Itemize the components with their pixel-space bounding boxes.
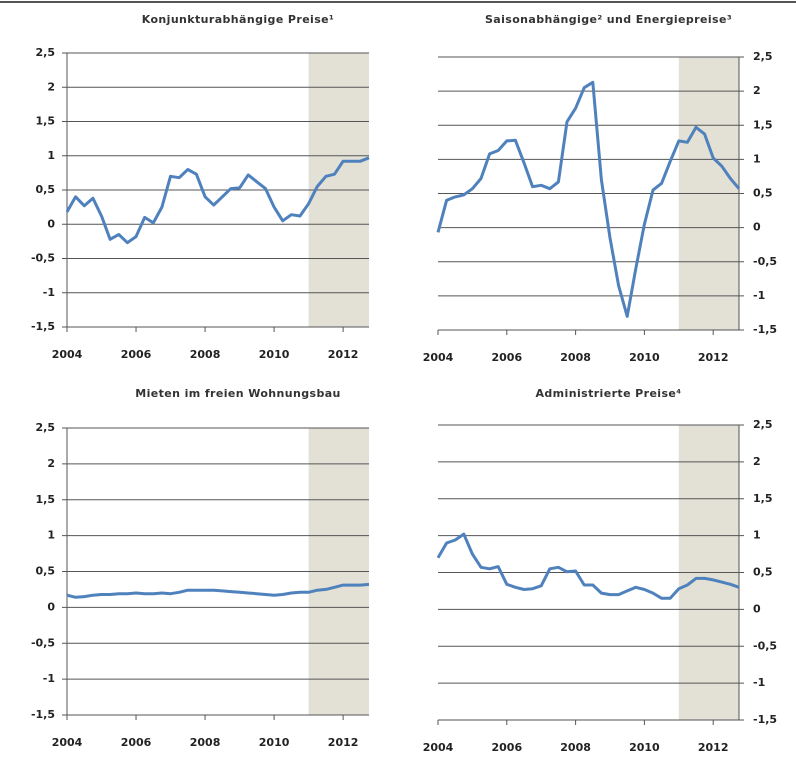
y-tick-label: 0,5 bbox=[753, 187, 773, 200]
chart-title: Konjunkturabhängige Preise¹ bbox=[142, 13, 335, 26]
y-tick-label: 0 bbox=[753, 602, 761, 615]
x-tick-label: 2004 bbox=[423, 741, 454, 754]
data-line bbox=[436, 80, 741, 318]
y-tick-label: 1 bbox=[47, 529, 55, 542]
y-tick-label: -0,5 bbox=[753, 639, 777, 652]
y-tick-label: 2 bbox=[47, 80, 55, 93]
y-tick-label: 2,5 bbox=[36, 421, 56, 434]
y-tick-label: 2,5 bbox=[753, 418, 773, 431]
y-tick-label: 2,5 bbox=[36, 46, 56, 59]
x-tick-label: 2012 bbox=[698, 351, 729, 364]
x-tick-label: 2010 bbox=[259, 348, 290, 361]
x-tick-label: 2006 bbox=[121, 348, 152, 361]
y-tick-label: -1,5 bbox=[753, 323, 777, 336]
chart-title: Administrierte Preise⁴ bbox=[536, 387, 682, 400]
y-tick-label: 2 bbox=[753, 455, 761, 468]
y-tick-label: -0,5 bbox=[753, 255, 777, 268]
x-tick-label: 2006 bbox=[491, 741, 522, 754]
x-tick-label: 2004 bbox=[52, 736, 83, 749]
chart-title: Saisonabhängige² und Energiepreise³ bbox=[485, 13, 732, 26]
data-line bbox=[436, 532, 740, 600]
y-tick-label: 1,5 bbox=[36, 115, 56, 128]
x-tick-label: 2010 bbox=[629, 351, 660, 364]
x-tick-label: 2006 bbox=[121, 736, 152, 749]
y-tick-label: 1,5 bbox=[753, 118, 773, 131]
y-tick-label: 1,5 bbox=[36, 493, 56, 506]
x-tick-label: 2010 bbox=[629, 741, 660, 754]
x-tick-label: 2010 bbox=[259, 736, 290, 749]
x-tick-label: 2004 bbox=[52, 348, 83, 361]
x-tick-label: 2012 bbox=[328, 736, 359, 749]
x-tick-label: 2008 bbox=[190, 348, 221, 361]
y-tick-label: -1,5 bbox=[753, 713, 777, 726]
x-tick-label: 2012 bbox=[698, 741, 729, 754]
y-tick-label: 2 bbox=[47, 457, 55, 470]
y-tick-label: 0,5 bbox=[753, 566, 773, 579]
data-line bbox=[65, 156, 370, 245]
y-tick-label: 1 bbox=[753, 152, 761, 165]
y-tick-label: 0 bbox=[47, 217, 55, 230]
x-tick-label: 2008 bbox=[560, 741, 591, 754]
x-tick-label: 2004 bbox=[423, 351, 454, 364]
y-tick-label: 1 bbox=[47, 149, 55, 162]
y-tick-label: 0,5 bbox=[36, 183, 56, 196]
y-tick-label: 1,5 bbox=[753, 492, 773, 505]
y-tick-label: -1 bbox=[753, 676, 765, 689]
y-tick-label: -1,5 bbox=[31, 708, 55, 721]
y-tick-label: 0 bbox=[47, 600, 55, 613]
y-tick-label: -1 bbox=[753, 289, 765, 302]
y-tick-label: -1,5 bbox=[31, 320, 55, 333]
x-tick-label: 2008 bbox=[190, 736, 221, 749]
y-tick-label: -1 bbox=[43, 672, 55, 685]
y-tick-label: -0,5 bbox=[31, 252, 55, 265]
data-line bbox=[66, 582, 370, 599]
y-tick-label: 1 bbox=[753, 529, 761, 542]
y-tick-label: 2,5 bbox=[753, 50, 773, 63]
x-tick-label: 2008 bbox=[560, 351, 591, 364]
x-tick-label: 2012 bbox=[328, 348, 359, 361]
chart-title: Mieten im freien Wohnungsbau bbox=[135, 387, 341, 400]
y-tick-label: -1 bbox=[43, 286, 55, 299]
x-tick-label: 2006 bbox=[491, 351, 522, 364]
y-tick-label: 2 bbox=[753, 84, 761, 97]
y-tick-label: 0,5 bbox=[36, 565, 56, 578]
y-tick-label: 0 bbox=[753, 221, 761, 234]
y-tick-label: -0,5 bbox=[31, 636, 55, 649]
